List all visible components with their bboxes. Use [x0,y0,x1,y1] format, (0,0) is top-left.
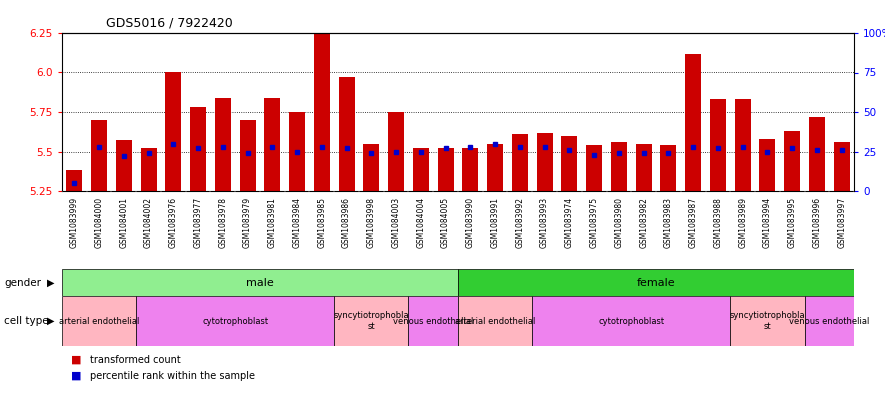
Bar [561,136,577,191]
Bar [437,148,454,191]
Text: GSM1084003: GSM1084003 [391,197,401,248]
Text: GSM1083980: GSM1083980 [614,197,623,248]
Text: GSM1083975: GSM1083975 [589,197,598,248]
Text: GSM1083978: GSM1083978 [219,197,227,248]
Bar [141,148,157,191]
Text: GSM1083979: GSM1083979 [243,197,252,248]
Bar [458,296,532,346]
Bar [165,72,181,191]
Text: ■: ■ [71,371,81,381]
Text: GSM1083981: GSM1083981 [268,197,277,248]
Text: GSM1083989: GSM1083989 [738,197,747,248]
Text: GDS5016 / 7922420: GDS5016 / 7922420 [106,16,233,29]
Text: cytotrophoblast: cytotrophoblast [202,316,268,325]
Text: arterial endothelial: arterial endothelial [455,316,535,325]
Bar [804,296,854,346]
Text: GSM1083985: GSM1083985 [318,197,327,248]
Bar [364,143,380,191]
Bar [462,148,479,191]
Bar [409,296,458,346]
Bar [335,296,409,346]
Text: cytotrophoblast: cytotrophoblast [598,316,665,325]
Bar [265,98,281,191]
Text: GSM1084001: GSM1084001 [119,197,128,248]
Bar [388,112,404,191]
Bar [190,107,206,191]
Text: arterial endothelial: arterial endothelial [59,316,139,325]
Text: GSM1083982: GSM1083982 [639,197,648,248]
Bar [116,140,132,191]
Text: GSM1084005: GSM1084005 [441,197,450,248]
Text: GSM1084000: GSM1084000 [95,197,104,248]
Bar [458,269,854,296]
Text: GSM1084002: GSM1084002 [144,197,153,248]
Text: GSM1083984: GSM1083984 [293,197,302,248]
Bar [215,98,231,191]
Text: GSM1083988: GSM1083988 [713,197,722,248]
Text: gender: gender [4,277,42,288]
Text: GSM1083999: GSM1083999 [70,197,79,248]
Text: ▶: ▶ [47,316,54,326]
Bar [586,145,602,191]
Text: GSM1083996: GSM1083996 [812,197,821,248]
Bar [512,134,528,191]
Bar [62,269,458,296]
Text: GSM1083977: GSM1083977 [194,197,203,248]
Text: GSM1083990: GSM1083990 [466,197,475,248]
Bar [784,131,800,191]
Bar [834,142,850,191]
Bar [62,296,136,346]
Text: female: female [636,277,675,288]
Text: GSM1084004: GSM1084004 [416,197,426,248]
Bar [91,120,107,191]
Bar [809,117,825,191]
Text: GSM1083998: GSM1083998 [367,197,376,248]
Bar [314,28,330,191]
Text: syncytiotrophobla
st: syncytiotrophobla st [729,311,805,331]
Bar [730,296,804,346]
Bar [240,120,256,191]
Bar [66,171,82,191]
Text: syncytiotrophobla
st: syncytiotrophobla st [334,311,409,331]
Bar [660,145,676,191]
Bar [710,99,726,191]
Text: transformed count: transformed count [90,355,181,365]
Text: male: male [246,277,273,288]
Text: GSM1083991: GSM1083991 [490,197,500,248]
Bar [339,77,355,191]
Bar [735,99,750,191]
Bar [611,142,627,191]
Text: venous endothelial: venous endothelial [789,316,869,325]
Text: cell type: cell type [4,316,49,326]
Text: ■: ■ [71,355,81,365]
Bar [759,139,775,191]
Text: GSM1083997: GSM1083997 [837,197,846,248]
Text: percentile rank within the sample: percentile rank within the sample [90,371,255,381]
Text: GSM1083987: GSM1083987 [689,197,697,248]
Bar [136,296,335,346]
Bar [532,296,730,346]
Bar [536,132,552,191]
Text: GSM1083993: GSM1083993 [540,197,549,248]
Text: GSM1083976: GSM1083976 [169,197,178,248]
Bar [412,148,429,191]
Text: GSM1083974: GSM1083974 [565,197,573,248]
Bar [635,143,651,191]
Text: venous endothelial: venous endothelial [393,316,473,325]
Text: GSM1083994: GSM1083994 [763,197,772,248]
Bar [487,143,504,191]
Text: ▶: ▶ [47,277,54,288]
Text: GSM1083983: GSM1083983 [664,197,673,248]
Text: GSM1083992: GSM1083992 [515,197,525,248]
Text: GSM1083986: GSM1083986 [342,197,351,248]
Bar [289,112,305,191]
Text: GSM1083995: GSM1083995 [788,197,796,248]
Bar [685,53,701,191]
